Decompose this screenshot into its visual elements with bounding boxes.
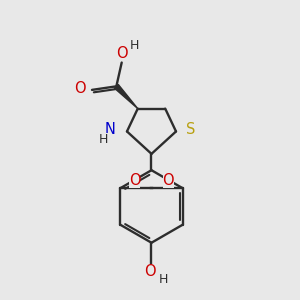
Text: O: O bbox=[144, 264, 156, 279]
Text: O: O bbox=[163, 173, 174, 188]
Text: S: S bbox=[186, 122, 196, 136]
Text: O: O bbox=[74, 81, 86, 96]
Text: N: N bbox=[105, 122, 116, 137]
Text: O: O bbox=[116, 46, 128, 61]
Text: O: O bbox=[129, 173, 140, 188]
Text: H: H bbox=[99, 133, 109, 146]
Text: H: H bbox=[159, 273, 168, 286]
Text: H: H bbox=[130, 39, 140, 52]
Polygon shape bbox=[114, 85, 138, 109]
